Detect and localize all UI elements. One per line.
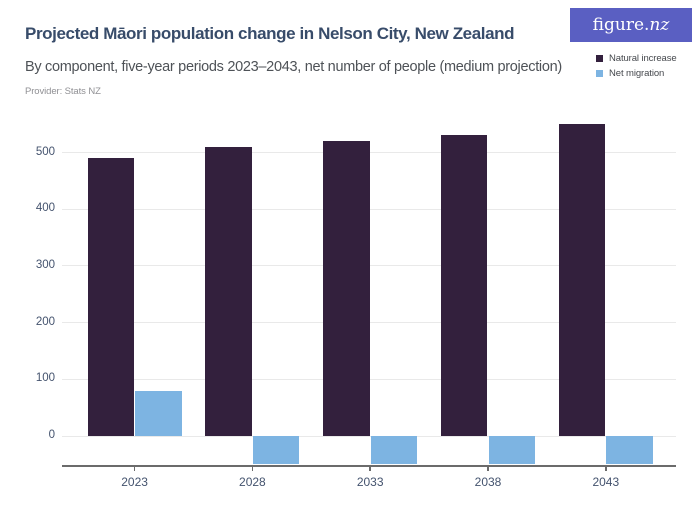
x-axis-tick-2038 [487,465,489,471]
y-axis-tick-label-0: 0 [48,429,55,441]
bar-net-migration-2023[interactable] [135,390,182,436]
page-title: Projected Māori population change in Nel… [25,24,515,43]
legend-swatch-natural-increase [596,55,603,62]
gridline-0 [62,435,676,437]
bar-natural-increase-2023[interactable] [87,158,134,436]
provider-label: Provider: Stats NZ [25,86,101,97]
x-axis-tick-label-2038: 2038 [474,475,502,489]
page-subtitle: By component, five-year periods 2023–204… [25,59,562,75]
legend-item-net-migration: Net migration [596,66,700,81]
bar-net-migration-2033[interactable] [370,436,418,465]
x-axis-tick-label-2043: 2043 [592,475,620,489]
legend: Natural increase Net migration [596,51,700,81]
x-axis-tick-label-2023: 2023 [121,475,148,489]
x-axis-tick-label-2028: 2028 [239,475,266,489]
x-axis-tick-2033 [369,465,371,471]
figurenz-logo-text: figure. [592,15,650,35]
legend-swatch-net-migration [596,70,603,77]
y-axis-tick-label-200: 200 [35,315,55,328]
bar-net-migration-2028[interactable] [253,436,300,465]
legend-item-label: Net migration [609,68,665,79]
bar-net-migration-2038[interactable] [488,436,535,465]
bar-natural-increase-2043[interactable] [558,124,606,436]
x-axis-tick-2043 [605,465,607,471]
bar-net-migration-2043[interactable] [606,436,653,465]
y-axis-tick-label-300: 300 [35,258,55,271]
legend-item-natural-increase: Natural increase [596,51,700,66]
figurenz-logo[interactable]: figure. nz [570,8,692,42]
x-axis-tick-label-2033: 2033 [356,475,384,489]
y-axis-tick-label-400: 400 [35,202,55,215]
bar-natural-increase-2038[interactable] [441,135,488,436]
legend-item-label: Natural increase [609,53,677,64]
y-axis-tick-label-100: 100 [35,372,55,385]
bar-natural-increase-2028[interactable] [205,146,252,436]
bar-natural-increase-2033[interactable] [323,141,370,436]
figurenz-logo-accent: nz [649,15,670,35]
axis-baseline [62,465,676,467]
y-axis-tick-label-500: 500 [35,145,55,158]
x-axis-tick-2023 [133,465,136,471]
x-axis-tick-2028 [251,465,254,471]
